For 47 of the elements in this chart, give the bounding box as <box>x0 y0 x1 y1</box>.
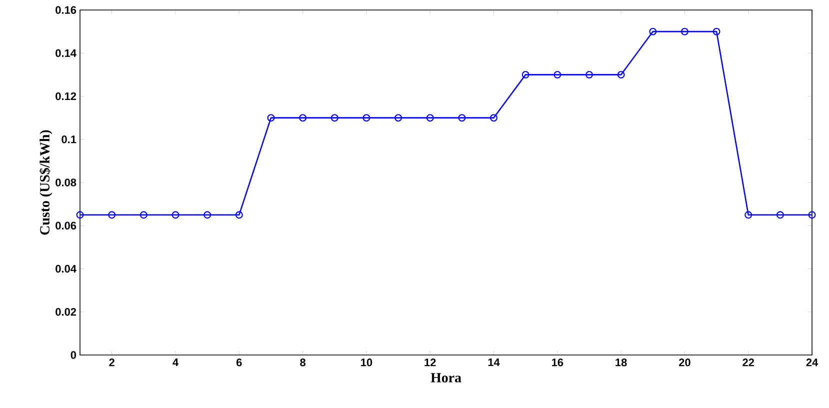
y-tick-label: 0.12 <box>56 92 76 100</box>
x-tick-label: 22 <box>742 358 754 366</box>
point <box>776 211 784 219</box>
point <box>744 211 752 219</box>
x-tick-label: 8 <box>300 358 306 366</box>
point <box>649 28 657 36</box>
point <box>617 70 625 78</box>
x-tick-label: 24 <box>806 358 818 366</box>
point <box>712 28 720 36</box>
y-tick-label: 0 <box>70 351 76 359</box>
point <box>808 211 816 219</box>
point <box>330 114 338 122</box>
point <box>585 70 593 78</box>
point <box>394 114 402 122</box>
point <box>554 70 562 78</box>
y-tick-label: 0.16 <box>56 6 76 14</box>
point <box>362 114 370 122</box>
y-axis-title: Custo (US$/kWh) <box>39 130 52 235</box>
y-tick-label: 0.02 <box>56 308 76 316</box>
point <box>522 70 530 78</box>
x-tick-label: 18 <box>616 358 627 366</box>
y-tick-label: 0.14 <box>56 49 76 58</box>
y-tick-label: 0.1 <box>62 136 76 144</box>
point <box>108 211 116 219</box>
point <box>426 114 434 122</box>
x-tick-label: 10 <box>361 358 372 366</box>
point <box>299 114 307 122</box>
y-tick-label: 0.08 <box>56 178 76 186</box>
y-tick-label: 0.04 <box>56 264 76 273</box>
point <box>490 114 498 122</box>
x-tick-label: 14 <box>488 358 500 366</box>
x-tick-label: 12 <box>424 358 436 366</box>
x-tick-label: 16 <box>552 358 564 366</box>
point <box>680 28 688 36</box>
x-tick-label: 2 <box>109 358 114 366</box>
x-tick-label: 4 <box>172 358 178 366</box>
point <box>76 211 84 219</box>
x-tick-label: 6 <box>236 358 242 366</box>
x-axis-title: Hora <box>430 373 462 382</box>
point <box>204 211 212 219</box>
point <box>267 114 275 122</box>
point <box>235 211 243 219</box>
y-tick-label: 0.06 <box>56 222 76 230</box>
point <box>458 114 466 122</box>
point <box>172 211 180 219</box>
point <box>140 211 148 219</box>
x-tick-label: 20 <box>678 358 690 366</box>
